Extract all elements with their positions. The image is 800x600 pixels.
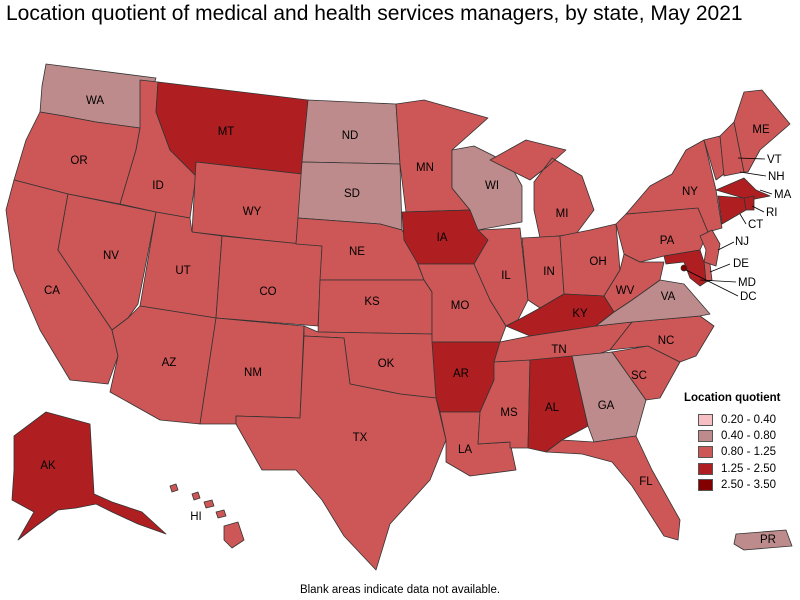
state-label-WY: WY [243,206,262,218]
state-label-MD: MD [738,277,756,289]
legend-item: 2.50 - 3.50 [684,478,780,493]
state-label-HI: HI [190,511,202,523]
state-PR[interactable] [733,529,793,551]
leader-line [709,263,731,273]
leader-line [737,157,766,160]
state-label-PR: PR [760,534,776,546]
state-label-KS: KS [364,296,380,308]
legend-swatch [698,462,713,475]
state-label-MO: MO [451,300,470,312]
state-label-IA: IA [437,232,448,244]
state-label-PA: PA [660,235,675,247]
legend-label: 0.80 - 1.25 [721,446,776,459]
state-label-NH: NH [768,171,785,183]
state-label-WA: WA [86,95,104,107]
state-label-LA: LA [458,444,472,456]
state-label-MN: MN [416,162,434,174]
state-label-NY: NY [682,186,698,198]
legend-item: 0.80 - 1.25 [684,445,780,460]
state-label-GA: GA [598,400,615,412]
leader-line [685,269,739,297]
state-label-MS: MS [500,407,518,419]
state-label-VT: VT [767,154,782,166]
state-label-NJ: NJ [735,236,749,248]
state-AK[interactable] [11,411,167,541]
legend-title: Location quotient [684,392,781,404]
state-WY[interactable] [191,161,303,245]
state-label-UT: UT [175,265,190,277]
state-label-IL: IL [501,270,511,282]
legend-item: 0.20 - 0.40 [684,412,780,427]
legend-item: 1.25 - 2.50 [684,461,780,476]
leader-line [739,171,767,177]
state-WV[interactable] [603,253,665,313]
state-label-WV: WV [616,285,635,297]
map-title: Location quotient of medical and health … [6,2,743,25]
legend-label: 2.50 - 3.50 [721,479,776,492]
legend: Location quotient 0.20 - 0.40 0.40 - 0.8… [684,392,780,494]
state-label-DE: DE [733,258,749,270]
state-CT[interactable] [717,195,747,225]
state-label-WI: WI [485,180,499,192]
state-ME[interactable] [733,89,791,173]
state-label-KY: KY [572,308,588,320]
state-label-CO: CO [259,286,276,298]
state-label-TX: TX [353,432,368,444]
state-label-NV: NV [103,250,119,262]
state-CO[interactable] [215,235,323,327]
legend-swatch [698,413,713,426]
legend-label: 0.40 - 0.80 [721,429,776,442]
state-FL[interactable] [545,435,681,541]
footnote: Blank areas indicate data not available. [299,584,501,596]
state-NY[interactable] [625,139,723,233]
leader-line [717,241,735,251]
legend-label: 1.25 - 2.50 [721,462,776,475]
state-label-DC: DC [740,291,757,303]
state-TX[interactable] [235,335,447,571]
state-HI[interactable] [169,483,245,549]
legend-label: 0.20 - 0.40 [721,413,776,426]
leader-line [739,213,747,225]
legend-swatch [698,429,713,442]
state-DC[interactable] [680,264,688,272]
state-label-AK: AK [40,460,56,472]
state-label-ND: ND [342,130,359,142]
state-label-AZ: AZ [162,357,177,369]
state-label-ME: ME [752,124,770,136]
state-label-OH: OH [589,256,606,268]
legend-swatch [698,446,713,459]
state-label-AR: AR [453,368,469,380]
legend-swatch [698,479,713,492]
state-label-RI: RI [766,207,778,219]
state-label-AL: AL [545,402,560,414]
state-label-NC: NC [658,335,675,347]
state-label-OK: OK [378,358,395,370]
state-MI[interactable] [489,139,595,239]
state-label-ID: ID [152,180,164,192]
state-MD[interactable] [663,249,707,287]
state-label-CA: CA [44,285,60,297]
state-label-MT: MT [218,126,235,138]
state-label-SD: SD [344,188,360,200]
state-label-NM: NM [244,367,262,379]
state-label-VA: VA [661,291,676,303]
state-label-TN: TN [551,344,566,356]
leader-line [759,189,773,195]
state-label-MI: MI [556,208,569,220]
state-label-OR: OR [70,155,87,167]
leader-line [751,205,765,213]
state-label-FL: FL [639,476,653,488]
legend-item: 0.40 - 0.80 [684,428,780,443]
state-label-NE: NE [349,246,365,258]
state-label-MA: MA [774,189,792,201]
state-label-IN: IN [543,266,555,278]
state-label-SC: SC [631,370,647,382]
state-NJ[interactable] [699,229,721,267]
state-label-CT: CT [748,219,763,231]
